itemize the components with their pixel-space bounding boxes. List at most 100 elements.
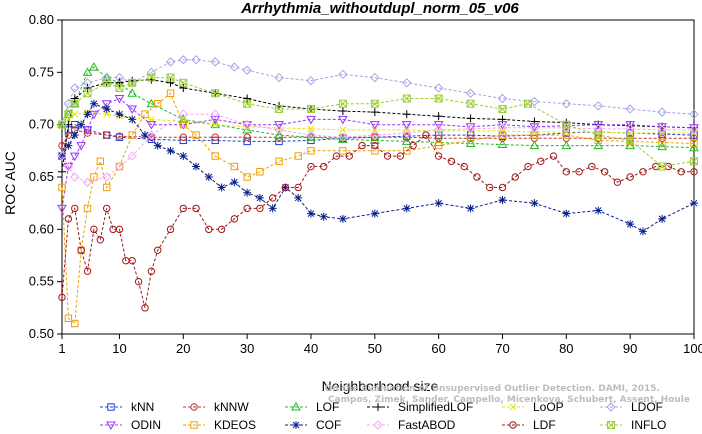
data-point-inflo [594,131,603,140]
data-point-odin [210,115,221,125]
y-axis-label: ROC AUC [2,151,18,215]
legend-label-simplifiedlof: SimplifiedLOF [398,400,473,414]
data-point-kdeos [211,152,219,160]
data-point-ldf [281,183,290,192]
data-point-simplifiedlof [243,94,252,103]
data-point-lof [146,98,157,108]
x-tick-label: 30 [240,341,254,356]
legend-item-ldof: LDOF [600,400,663,414]
data-point-ldf [243,204,251,213]
legend-marker-odin [106,421,116,431]
legend-item-loop: LoOP [502,400,564,414]
data-point-simplifiedlof [83,84,92,93]
data-point-ldf [473,173,481,181]
data-point-inflo [370,99,379,108]
data-point-ldf [332,152,341,160]
series-line-knnw [61,129,694,146]
data-point-ldof [101,72,112,83]
data-point-fastabod [210,109,220,119]
x-tick-label: 90 [623,341,637,356]
data-point-ldf [575,168,583,176]
data-point-ldof [306,75,316,86]
data-point-ldf [434,152,443,160]
data-point-inflo [243,99,251,108]
data-point-kdeos [128,131,136,139]
data-point-cof [306,209,315,218]
legend-label-knnw: kNNW [214,400,249,414]
y-tick-label: 0.50 [29,326,54,341]
data-point-ldof [561,99,572,109]
x-tick-label: 50 [368,341,382,356]
series-kdeos [58,89,698,328]
legend-marker-kdeos [190,421,198,429]
data-point-fastabod [274,125,284,135]
legend-marker-ldf [509,421,517,429]
data-point-odin [89,110,99,120]
data-point-inflo [524,99,532,108]
data-point-ldf [562,168,571,176]
data-point-knnw [690,134,698,142]
data-point-ldf [613,178,622,186]
data-point-loop [690,129,698,137]
legend-marker-lof [291,401,301,411]
legend-label-odin: ODIN [131,418,161,432]
legend-label-ldof: LDOF [631,400,663,414]
data-point-ldof [178,55,189,65]
data-point-ldf [498,183,507,192]
data-point-inflo [370,99,379,108]
legend-item-simplifiedlof: SimplifiedLOF [367,400,473,414]
data-point-ldof [497,93,508,104]
data-point-fastabod [529,123,540,133]
data-point-ldf [96,236,105,244]
y-tick-label: 0.65 [29,169,54,184]
data-point-ldf [102,204,111,213]
data-point-odin [69,152,80,162]
data-point-kdeos [339,147,347,155]
data-point-inflo [434,94,443,103]
data-point-kdeos [166,89,175,97]
data-point-odin [625,121,636,130]
data-point-inflo [306,104,315,113]
data-point-kdeos [102,183,111,192]
data-point-fastabod [370,130,380,140]
data-point-odin [114,95,125,104]
data-point-loop [339,126,347,134]
data-point-kdeos [243,173,251,181]
data-point-simplifiedlof [498,115,507,124]
data-point-inflo [128,78,137,87]
legend-marker-knn [107,403,115,411]
data-point-cof [70,131,79,140]
data-point-kdeos [58,183,66,192]
data-point-loop [658,129,666,137]
x-tick-label: 10 [112,341,126,356]
data-point-ldf [486,183,494,192]
data-point-cof [115,110,124,119]
series-cof [58,99,698,236]
data-point-knn [179,136,187,145]
data-point-odin [127,105,138,114]
data-point-kdeos [71,319,79,328]
data-point-ldf [626,173,634,181]
data-point-cof [192,162,201,171]
data-point-ldf [179,204,187,213]
series-inflo [58,73,698,171]
data-point-lof [497,139,508,149]
data-point-cof [658,214,667,223]
legend-label-kdeos: KDEOS [214,418,256,432]
data-point-loop [435,127,442,135]
data-point-inflo [102,78,111,87]
data-point-inflo [211,89,220,98]
data-point-kdeos [90,173,98,181]
data-point-ldof [689,109,699,119]
data-point-ldf [422,131,430,139]
data-point-inflo [275,104,284,113]
data-point-ldf [383,152,392,160]
data-point-lof [369,135,380,144]
data-point-inflo [594,131,603,139]
data-point-ldof [82,78,93,88]
legend-marker-fastabod [373,420,383,430]
data-point-cof [498,196,507,205]
data-point-ldf [83,267,92,275]
data-point-ldof [338,69,348,80]
